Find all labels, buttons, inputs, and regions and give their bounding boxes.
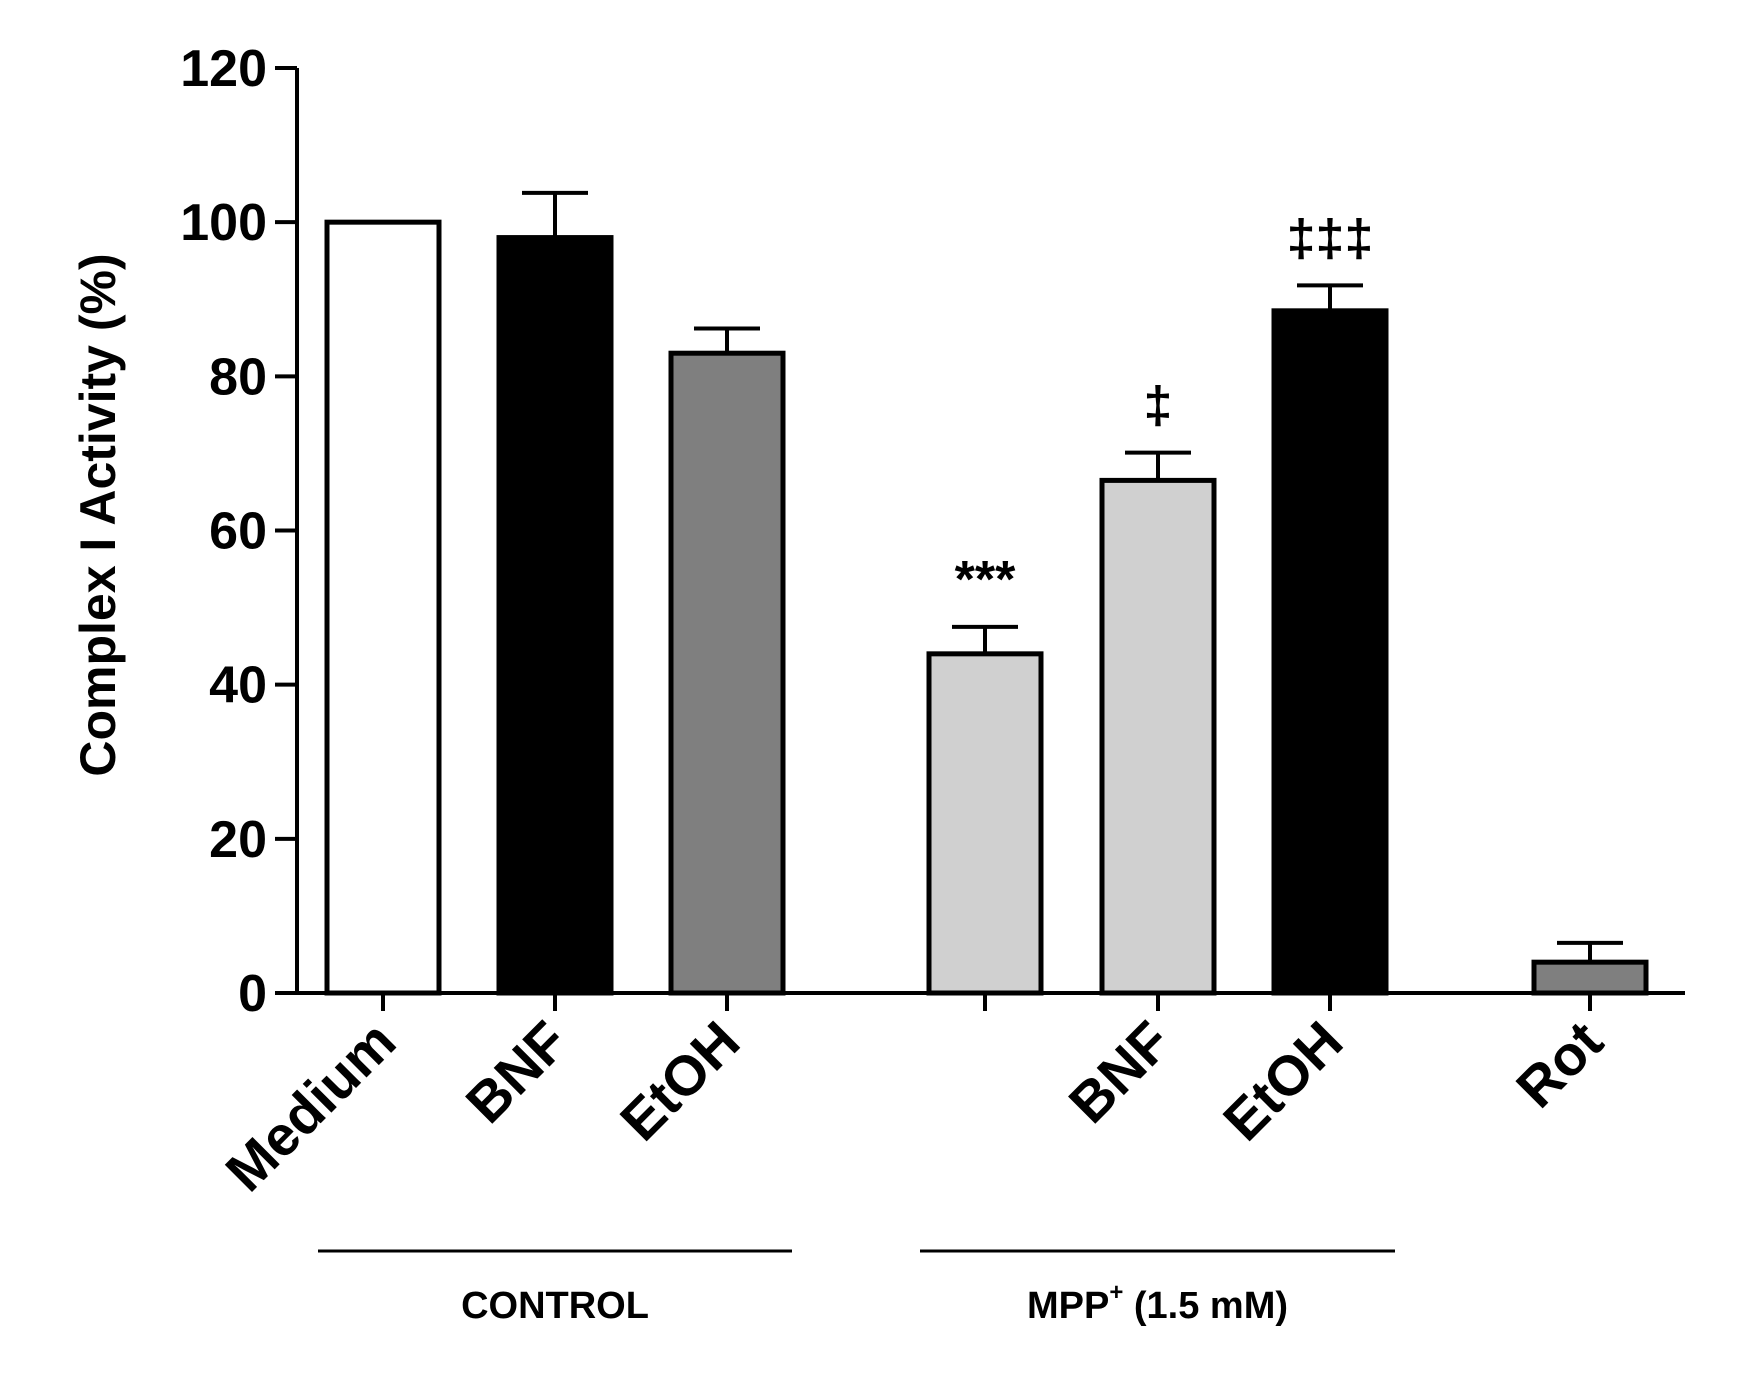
y-tick-label: 120	[180, 40, 267, 98]
y-axis: 0 20 40 60 80 100 120	[180, 40, 299, 1023]
bar	[1099, 477, 1217, 996]
significance-annotation: ‡	[1144, 377, 1173, 435]
bar	[1271, 308, 1389, 996]
y-tick-label: 40	[209, 657, 267, 715]
significance-annotation: ‡‡‡	[1287, 209, 1374, 267]
group-brackets: CONTROL MPP+ (1.5 mM)	[318, 1249, 1395, 1327]
x-tick-label: EtOH	[608, 1009, 752, 1153]
x-tick-label: Rot	[1504, 1009, 1615, 1120]
y-axis-label: Complex I Activity (%)	[70, 253, 126, 776]
group-label: CONTROL	[461, 1285, 649, 1327]
bar	[1531, 959, 1649, 996]
x-tick-label: BNF	[1057, 1009, 1183, 1135]
significance-annotation: ***	[955, 551, 1016, 609]
bar	[926, 651, 1044, 996]
x-tick-label: Medium	[213, 1009, 407, 1203]
x-tick-label: EtOH	[1211, 1009, 1355, 1153]
bar	[324, 219, 442, 996]
y-tick-label: 0	[238, 965, 267, 1023]
group-label: MPP+ (1.5 mM)	[1027, 1279, 1288, 1327]
y-tick-label: 60	[209, 503, 267, 561]
bars: ***‡‡‡‡	[324, 190, 1649, 996]
bar	[496, 235, 614, 996]
y-tick-label: 20	[209, 811, 267, 869]
bar	[668, 350, 786, 996]
y-tick-label: 100	[180, 194, 267, 252]
x-axis: Medium BNF EtOH BNF EtOH Rot	[213, 991, 1685, 1203]
x-tick-label: BNF	[454, 1009, 580, 1135]
y-tick-label: 80	[209, 348, 267, 406]
